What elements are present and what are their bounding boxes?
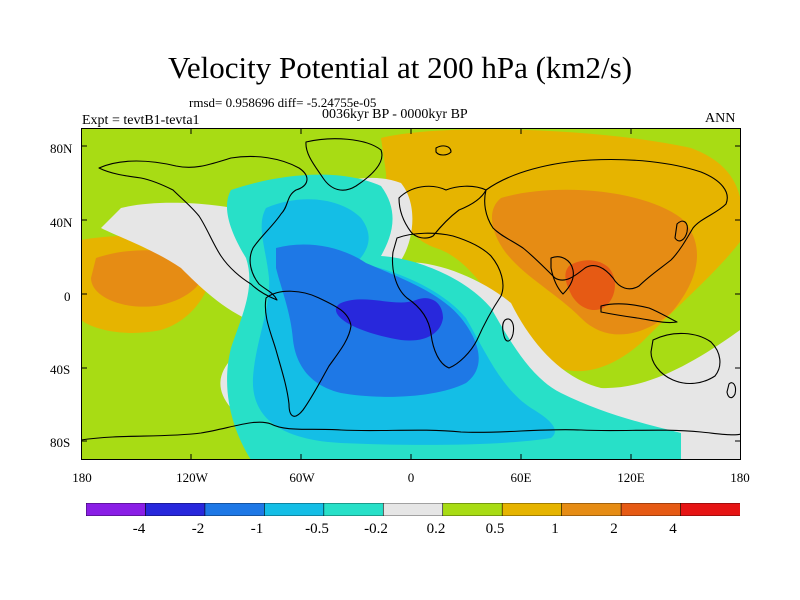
lat-label-40s: 40S xyxy=(50,362,71,377)
lon-label-180w: 180 xyxy=(72,470,92,485)
colorbar-swatch-6 xyxy=(442,503,503,516)
coast-madagascar xyxy=(502,318,515,342)
colorbar-label-pos1: 1 xyxy=(551,521,559,537)
lon-label-180e: 180 xyxy=(730,470,750,485)
field-asia-pos2 xyxy=(565,260,615,311)
lat-label-80n: 80N xyxy=(50,141,73,156)
colorbar-label-neg02: -0.2 xyxy=(364,521,388,537)
velocity-potential-map xyxy=(81,128,741,460)
colorbar-swatch-10 xyxy=(680,503,740,516)
coast-north-america xyxy=(98,155,308,301)
colorbar-label-pos05: 0.5 xyxy=(485,521,505,537)
colorbar-label-pos2: 2 xyxy=(610,521,618,537)
coast-indonesia xyxy=(600,303,678,324)
lon-label-120e: 120E xyxy=(617,470,645,485)
lon-label-60e: 60E xyxy=(510,470,532,485)
colorbar-swatch-8 xyxy=(561,503,622,516)
colorbar-swatch-3 xyxy=(264,503,325,516)
colorbar-label-pos4: 4 xyxy=(669,521,677,537)
colorbar-swatch-9 xyxy=(620,503,682,516)
colorbar-swatch-1 xyxy=(145,503,206,516)
lon-label-120w: 120W xyxy=(176,470,208,485)
colorbar-label-pos02: 0.2 xyxy=(426,521,446,537)
coast-india xyxy=(550,256,574,295)
coast-greenland xyxy=(305,138,383,191)
coast-new-zealand xyxy=(726,382,737,399)
colorbar xyxy=(86,503,740,516)
colorbar-label-neg2: -2 xyxy=(191,521,205,537)
colorbar-label-neg1: -1 xyxy=(250,521,264,537)
colorbar-label-neg4: -4 xyxy=(132,521,146,537)
lat-label-40n: 40N xyxy=(50,215,73,230)
colorbar-label-neg05: -0.5 xyxy=(305,521,329,537)
lat-label-eq: 0 xyxy=(64,289,71,304)
coast-svalbard xyxy=(435,145,452,156)
coast-asia xyxy=(484,158,728,290)
field-atlantic-neg4 xyxy=(335,298,443,341)
plot-title: Velocity Potential at 200 hPa (km2/s) xyxy=(167,50,633,85)
coast-antarctica xyxy=(81,421,741,441)
period-label: 0036kyr BP - 0000kyr BP xyxy=(322,107,468,122)
coast-south-america xyxy=(264,290,352,417)
coast-europe xyxy=(398,185,487,239)
colorbar-swatch-2 xyxy=(204,503,266,516)
lat-label-80s: 80S xyxy=(50,435,71,450)
colorbar-swatch-7 xyxy=(501,503,563,516)
coastlines xyxy=(81,138,741,441)
map-ticks xyxy=(81,128,741,460)
colorbar-swatch-0 xyxy=(86,503,147,516)
colorbar-swatch-4 xyxy=(323,503,385,516)
colorbar-swatch-5 xyxy=(382,503,444,516)
experiment-label: Expt = tevtB1-tevta1 xyxy=(82,113,200,128)
season-label: ANN xyxy=(705,111,736,126)
coast-australia xyxy=(650,332,721,385)
coast-africa xyxy=(391,232,504,369)
coast-japan xyxy=(674,220,688,242)
rmsd-diff-stats: rmsd= 0.958696 diff= -5.24755e-05 xyxy=(189,95,377,110)
lon-label-0: 0 xyxy=(407,470,415,485)
lon-label-60w: 60W xyxy=(289,470,315,485)
